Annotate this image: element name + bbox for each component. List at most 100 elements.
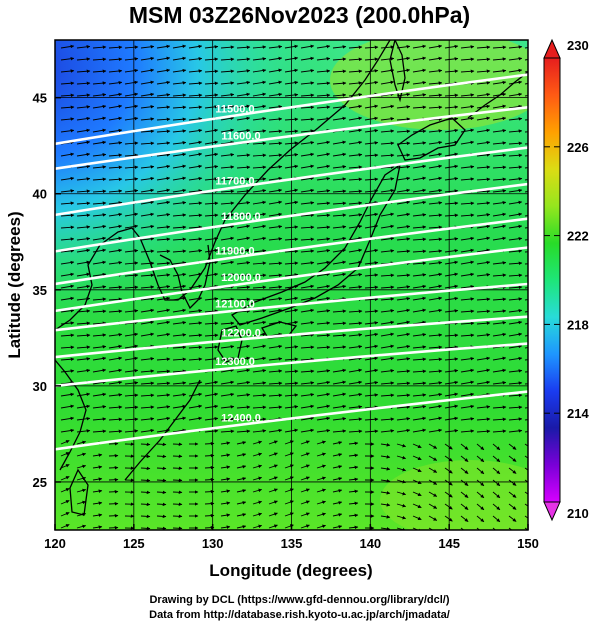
wind-vector <box>332 189 347 194</box>
wind-vector <box>252 57 267 61</box>
y-axis-ticks: 25 30 35 40 45 <box>33 91 61 490</box>
wind-vector <box>252 104 267 109</box>
wind-vector <box>124 45 139 49</box>
wind-vector <box>60 56 75 61</box>
wind-vector <box>412 393 427 397</box>
wind-vector <box>300 452 310 457</box>
wind-vector <box>300 164 315 169</box>
wind-vector <box>508 320 523 325</box>
wind-vector <box>428 308 443 313</box>
wind-vector <box>508 344 523 349</box>
wind-vector <box>428 284 443 289</box>
wind-vector <box>332 177 347 181</box>
wind-vector <box>188 189 203 193</box>
wind-vector <box>76 237 91 241</box>
wind-vector <box>508 165 523 169</box>
y-axis-label: Latitude (degrees) <box>5 211 24 358</box>
wind-vector <box>300 188 315 193</box>
wind-vector <box>236 405 251 409</box>
wind-vector <box>268 405 283 409</box>
wind-vector <box>300 213 315 217</box>
wind-vector <box>140 369 155 373</box>
y-tick-label: 45 <box>33 91 47 106</box>
wind-vector <box>92 201 107 205</box>
wind-vector <box>348 429 363 434</box>
wind-vector <box>92 429 107 434</box>
wind-vector <box>396 188 411 193</box>
wind-vector <box>300 225 315 230</box>
wind-vector <box>444 272 459 277</box>
wind-vector <box>316 321 331 325</box>
wind-vector <box>316 488 326 493</box>
wind-vector <box>412 515 422 521</box>
wind-vector <box>124 261 139 265</box>
wind-vector <box>492 503 501 511</box>
wind-vector <box>316 345 331 350</box>
wind-vector <box>492 212 507 217</box>
wind-vector <box>124 273 139 278</box>
wind-vector <box>284 68 299 73</box>
wind-vector <box>204 321 219 326</box>
wind-vector <box>444 429 459 433</box>
wind-vector <box>236 92 251 97</box>
wind-vector <box>444 333 459 338</box>
wind-vector <box>396 369 411 373</box>
wind-vector <box>204 333 219 338</box>
wind-vector <box>524 335 528 337</box>
wind-vector <box>380 467 391 471</box>
wind-vector <box>156 466 167 471</box>
wind-vector <box>508 92 523 97</box>
wind-vector <box>76 225 91 229</box>
wind-vector <box>156 273 171 277</box>
wind-vector <box>332 116 347 121</box>
wind-vector <box>140 45 155 49</box>
wind-vector <box>476 479 485 487</box>
wind-vector <box>348 236 363 241</box>
wind-vector <box>476 177 491 182</box>
wind-vector <box>268 308 283 313</box>
wind-vector <box>268 45 283 49</box>
wind-vector <box>268 153 283 157</box>
wind-vector <box>220 380 235 385</box>
wind-vector <box>268 92 283 97</box>
wind-vector <box>524 275 528 277</box>
wind-vector <box>316 524 326 529</box>
wind-vector <box>124 92 139 97</box>
wind-vector <box>508 429 523 433</box>
wind-vector <box>412 176 427 181</box>
wind-vector <box>300 416 315 421</box>
wind-vector <box>188 357 203 361</box>
wind-vector <box>316 213 331 218</box>
wind-vector <box>188 44 203 49</box>
wind-vector <box>140 212 155 217</box>
wind-vector <box>524 407 528 409</box>
wind-vector <box>444 309 459 313</box>
wind-vector <box>428 479 438 485</box>
wind-vector <box>284 440 294 445</box>
wind-vector <box>476 81 491 85</box>
wind-vector <box>252 236 267 241</box>
wind-vector <box>172 68 187 73</box>
wind-vector <box>316 201 331 206</box>
wind-vector <box>316 380 331 385</box>
wind-vector <box>396 212 411 217</box>
wind-vector <box>412 491 422 497</box>
wind-vector <box>60 404 75 409</box>
wind-vector <box>412 332 427 337</box>
wind-vector <box>476 368 491 373</box>
wind-vector <box>140 466 151 471</box>
wind-vector <box>268 261 283 266</box>
wind-vector <box>252 393 267 398</box>
x-tick-label: 145 <box>438 536 460 551</box>
wind-vector <box>508 200 523 205</box>
wind-vector <box>380 381 395 385</box>
wind-vector <box>204 465 215 470</box>
wind-vector <box>460 45 475 49</box>
wind-vector <box>252 212 267 217</box>
wind-vector <box>236 368 251 373</box>
credit-data: Data from http://database.rish.kyoto-u.a… <box>149 609 450 621</box>
wind-vector <box>380 515 391 519</box>
wind-vector <box>76 152 91 157</box>
wind-vector <box>364 285 379 290</box>
wind-vector <box>268 512 278 517</box>
